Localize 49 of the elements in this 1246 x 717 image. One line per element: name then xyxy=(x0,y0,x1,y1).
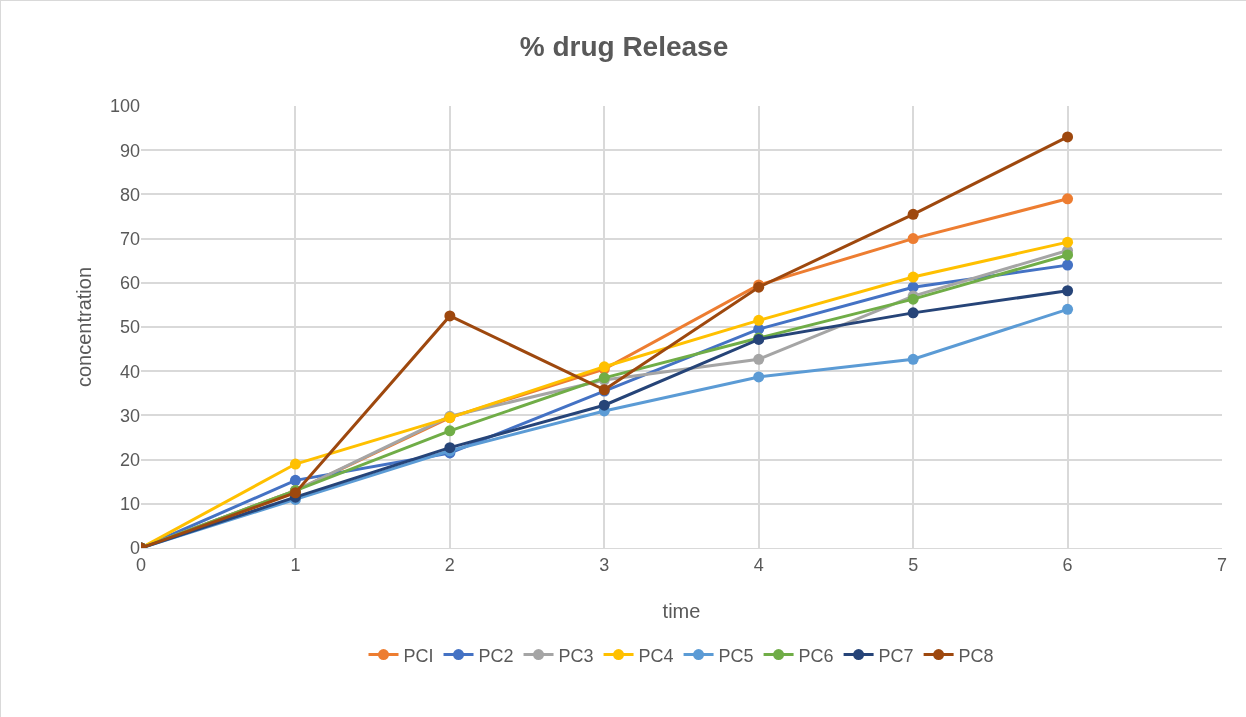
x-tick-label: 4 xyxy=(753,554,764,575)
x-tick-label: 3 xyxy=(599,554,610,575)
y-axis-title: concentration xyxy=(73,266,95,388)
chart-title: % drug Release xyxy=(519,31,729,63)
point xyxy=(1062,236,1074,248)
point xyxy=(1062,249,1074,261)
point xyxy=(444,310,456,322)
y-tick-label: 50 xyxy=(119,317,140,338)
x-tick-label: 7 xyxy=(1216,554,1228,575)
y-tick-label: 100 xyxy=(109,96,140,117)
point xyxy=(907,307,919,319)
x-tick-label: 2 xyxy=(444,554,455,575)
point xyxy=(1062,193,1074,205)
x-tick-label: 6 xyxy=(1062,554,1073,575)
point xyxy=(907,233,919,245)
x-tick-label: 1 xyxy=(290,554,301,575)
legend-label: PC3 xyxy=(558,645,594,666)
point xyxy=(1062,131,1074,143)
point xyxy=(1062,259,1074,271)
legend-label: PC2 xyxy=(478,645,514,666)
point xyxy=(289,474,301,486)
point xyxy=(753,314,765,326)
legend-label: PCI xyxy=(403,645,434,666)
y-tick-label: 70 xyxy=(119,228,140,249)
point xyxy=(1062,303,1074,315)
y-tick-label: 30 xyxy=(119,405,140,426)
y-tick-label: 0 xyxy=(129,538,140,559)
y-tick-label: 60 xyxy=(119,273,140,294)
point xyxy=(1062,285,1074,297)
y-tick-label: 20 xyxy=(119,449,140,470)
point xyxy=(907,208,919,220)
legend-label: PC8 xyxy=(958,645,994,666)
y-tick-label: 40 xyxy=(119,361,140,382)
point xyxy=(753,371,765,383)
point xyxy=(907,271,919,283)
legend-label: PC7 xyxy=(878,645,914,666)
y-tick-label: 90 xyxy=(119,140,140,161)
legend-label: PC4 xyxy=(638,645,674,666)
x-axis-title: time xyxy=(662,600,701,622)
point xyxy=(907,353,919,365)
x-tick-label: 5 xyxy=(908,554,919,575)
legend-label: PC5 xyxy=(718,645,754,666)
point xyxy=(598,399,610,411)
y-tick-label: 80 xyxy=(119,184,140,205)
point xyxy=(289,458,301,470)
point xyxy=(444,425,456,437)
legend-label: PC6 xyxy=(798,645,834,666)
point xyxy=(753,353,765,365)
y-tick-label: 10 xyxy=(119,494,140,515)
